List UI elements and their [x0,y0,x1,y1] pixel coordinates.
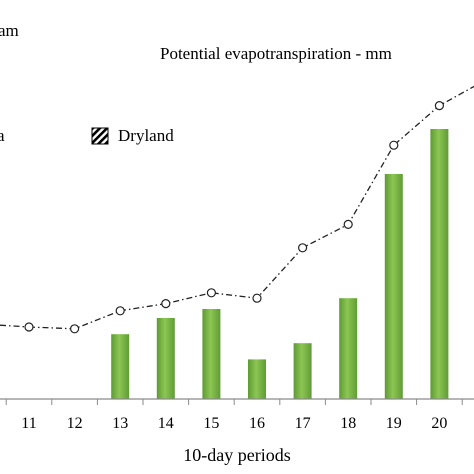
x-ticks: 1112131415161718192021 [5,399,463,432]
x-tick-label: 19 [386,415,402,432]
pet-line [28,85,474,330]
pet-point [298,243,308,253]
bar [248,359,266,399]
pet-point [343,219,353,229]
bar [202,309,221,399]
pet-point [389,140,399,150]
pet-point [24,322,34,332]
x-tick-label: 12 [67,415,83,432]
pet-point [161,299,171,309]
x-tick-label: 13 [112,415,128,432]
legend-partial-left: a [0,126,5,145]
pet-point [252,293,262,303]
x-axis-title: 10-day periods [183,445,290,465]
bar [293,343,312,399]
pet-line-lead [0,324,30,328]
pet-point [206,288,216,298]
x-tick-label: 15 [203,415,219,432]
x-tick-label: 17 [295,415,311,432]
x-tick-label: 18 [340,415,356,432]
pet-point [69,324,80,334]
dryland-legend-swatch [91,127,109,145]
legend-partial-top-left: am [0,21,19,40]
bar [339,298,358,399]
pet-point [434,100,444,111]
x-tick-label: 14 [158,415,174,432]
x-tick-label: 16 [249,415,265,432]
pet-point [115,306,125,316]
x-tick-label: 20 [431,415,447,432]
bar [156,318,175,399]
dryland-legend-label: Dryland [118,126,174,145]
bar [384,174,403,399]
plot-area [0,85,474,399]
x-tick-label: 11 [21,415,36,432]
pet-legend-label: Potential evapotranspiration - mm [160,44,392,63]
bar [430,129,449,399]
bar [111,334,130,399]
